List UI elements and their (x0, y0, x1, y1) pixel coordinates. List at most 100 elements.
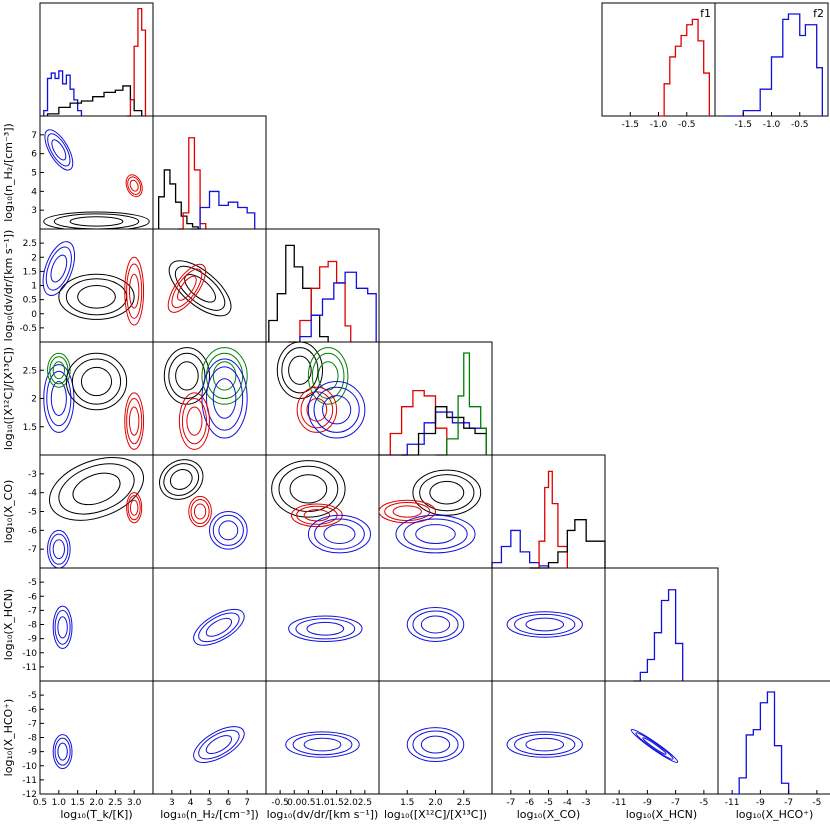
panel-xco-xhco (491, 680, 606, 795)
hist-ratio-green (435, 352, 487, 456)
xlabel-xhcn: log₁₀(X_HCN) (626, 808, 697, 821)
hist-n-black (158, 169, 199, 229)
panel-T-xco (39, 454, 154, 569)
ytick-label-ratio: 2.5 (23, 366, 37, 376)
contour-T-xco-red-2 (129, 499, 139, 516)
xtick-label-xhco: -9 (756, 798, 765, 808)
hist-T-blue (43, 70, 83, 116)
xtick-label-n: 7 (244, 798, 250, 808)
xlabel-xhco: log₁₀(X_HCO⁺) (736, 808, 814, 821)
ytick-label-dvdr: 0 (31, 310, 37, 320)
ytick-label-xhco: -7 (28, 719, 37, 729)
contour-T-ratio-green-2 (52, 361, 65, 380)
xtick-label-xco: -4 (563, 798, 572, 808)
contour-T-n-blue-1 (47, 133, 71, 167)
contour-n-ratio-green-0 (201, 347, 248, 405)
contour-dvdr-xhco-blue-0 (285, 731, 360, 758)
xtick-label-T: 2.5 (108, 798, 122, 808)
xtick-label-xhcn: -9 (643, 798, 652, 808)
contour-dvdr-ratio-blue-1 (313, 386, 360, 433)
contour-T-xco-black-1 (58, 463, 135, 515)
contour-n-xco-black-2 (169, 469, 193, 490)
contour-n-xhcn-blue-1 (198, 612, 240, 643)
ytick-label-xco: -7 (28, 545, 37, 555)
panel-ratio-xhcn (378, 567, 493, 682)
panel-T-xhcn (39, 567, 154, 682)
xtick-label-dvdr: 0.5 (301, 798, 315, 808)
xtick-label-n: 5 (207, 798, 213, 808)
contour-n-xco-black-1 (163, 463, 200, 496)
contour-T-dvdr-red-0 (124, 256, 145, 326)
contour-T-ratio-green-1 (49, 356, 69, 385)
inset-tick-label-f2: -1.5 (734, 120, 752, 130)
contour-dvdr-ratio-red-0 (296, 386, 338, 433)
contour-n-ratio-red-2 (186, 406, 203, 436)
ytick-label-dvdr: 1 (31, 282, 37, 292)
xtick-label-xhco: -7 (784, 798, 793, 808)
hist-xco-black (529, 519, 606, 569)
contour-T-ratio-black-0 (65, 352, 128, 411)
ytick-label-dvdr: 1.5 (23, 267, 37, 277)
contour-T-xhco-blue-0 (52, 734, 73, 770)
contour-dvdr-xco-red-2 (303, 509, 331, 522)
inset-hist-f1 (658, 18, 710, 117)
xtick-label-xco: -5 (544, 798, 553, 808)
contour-ratio-xhco-blue-2 (420, 735, 451, 754)
xtick-label-T: 1.5 (71, 798, 85, 808)
hist-ratio-blue (390, 411, 487, 456)
xlabel-dvdr: log₁₀(dv/dr/[km s⁻¹]) (267, 808, 379, 821)
ytick-label-xco: -4 (28, 489, 37, 499)
ytick-label-xhcn: -9 (28, 635, 37, 645)
contour-n-xhcn-blue-2 (205, 617, 233, 637)
xtick-label-dvdr: 1.0 (315, 798, 330, 808)
contour-T-xco-black-2 (72, 472, 121, 506)
hist-frame-T (39, 2, 154, 117)
xtick-label-ratio: 2.5 (457, 798, 471, 808)
contour-T-xhco-blue-2 (57, 742, 68, 761)
xtick-label-xhcn: -5 (699, 798, 708, 808)
contour-n-dvdr-black-0 (168, 260, 232, 317)
contour-dvdr-ratio-blue-2 (322, 395, 352, 425)
hist-T-black (46, 85, 143, 116)
contour-n-ratio-blue-1 (205, 366, 244, 431)
contour-dvdr-ratio-black-2 (288, 355, 312, 385)
contour-dvdr-xhcn-blue-0 (288, 615, 363, 642)
contour-n-xco-black-0 (159, 459, 204, 500)
hist-n-red (177, 137, 207, 230)
contour-n-xhco-blue-1 (198, 729, 240, 760)
hist-xco-red (529, 470, 568, 569)
contour-n-xhco-blue-0 (193, 726, 245, 763)
panel-n-xhco (152, 680, 267, 795)
inset-tick-label-f2: -0.5 (791, 120, 809, 130)
contour-T-dvdr-blue-1 (45, 246, 72, 291)
contour-xhcn-xhco-blue-0 (630, 729, 679, 763)
contour-n-dvdr-red-2 (177, 275, 197, 301)
contour-T-ratio-black-2 (80, 366, 113, 397)
contour-n-xco-red-1 (190, 498, 210, 525)
contour-T-n-red-1 (127, 176, 142, 195)
xtick-label-ratio: 1.5 (400, 798, 414, 808)
contour-n-ratio-red-1 (181, 398, 207, 445)
ytick-label-ratio: 2 (31, 395, 37, 405)
panel-xco-xhcn (491, 567, 606, 682)
panel-dvdr-xhcn (265, 567, 380, 682)
contour-dvdr-xhco-blue-1 (292, 733, 353, 756)
contour-dvdr-ratio-black-1 (281, 347, 319, 394)
contour-n-ratio-black-1 (168, 352, 206, 399)
contour-n-ratio-green-2 (212, 361, 237, 391)
contour-xco-xhco-blue-0 (506, 731, 583, 758)
contour-n-dvdr-red-0 (167, 263, 207, 313)
contour-dvdr-ratio-red-1 (300, 391, 334, 429)
panel-xhcn-xhco (604, 680, 719, 795)
xtick-label-T: 3.0 (127, 798, 142, 808)
contour-dvdr-xco-black-2 (289, 474, 328, 504)
xtick-label-ratio: 2.0 (428, 798, 443, 808)
xtick-label-dvdr: 0.0 (287, 798, 302, 808)
inset-label-f2: f2 (813, 7, 824, 20)
xlabel-xco: log₁₀(X_CO) (517, 808, 581, 821)
xtick-label-dvdr: -0.5 (271, 798, 289, 808)
contour-ratio-xco-black-1 (419, 474, 475, 512)
contour-T-dvdr-red-1 (126, 263, 143, 319)
panel-dvdr-xco (265, 454, 380, 569)
contour-dvdr-xco-blue-2 (323, 524, 356, 545)
